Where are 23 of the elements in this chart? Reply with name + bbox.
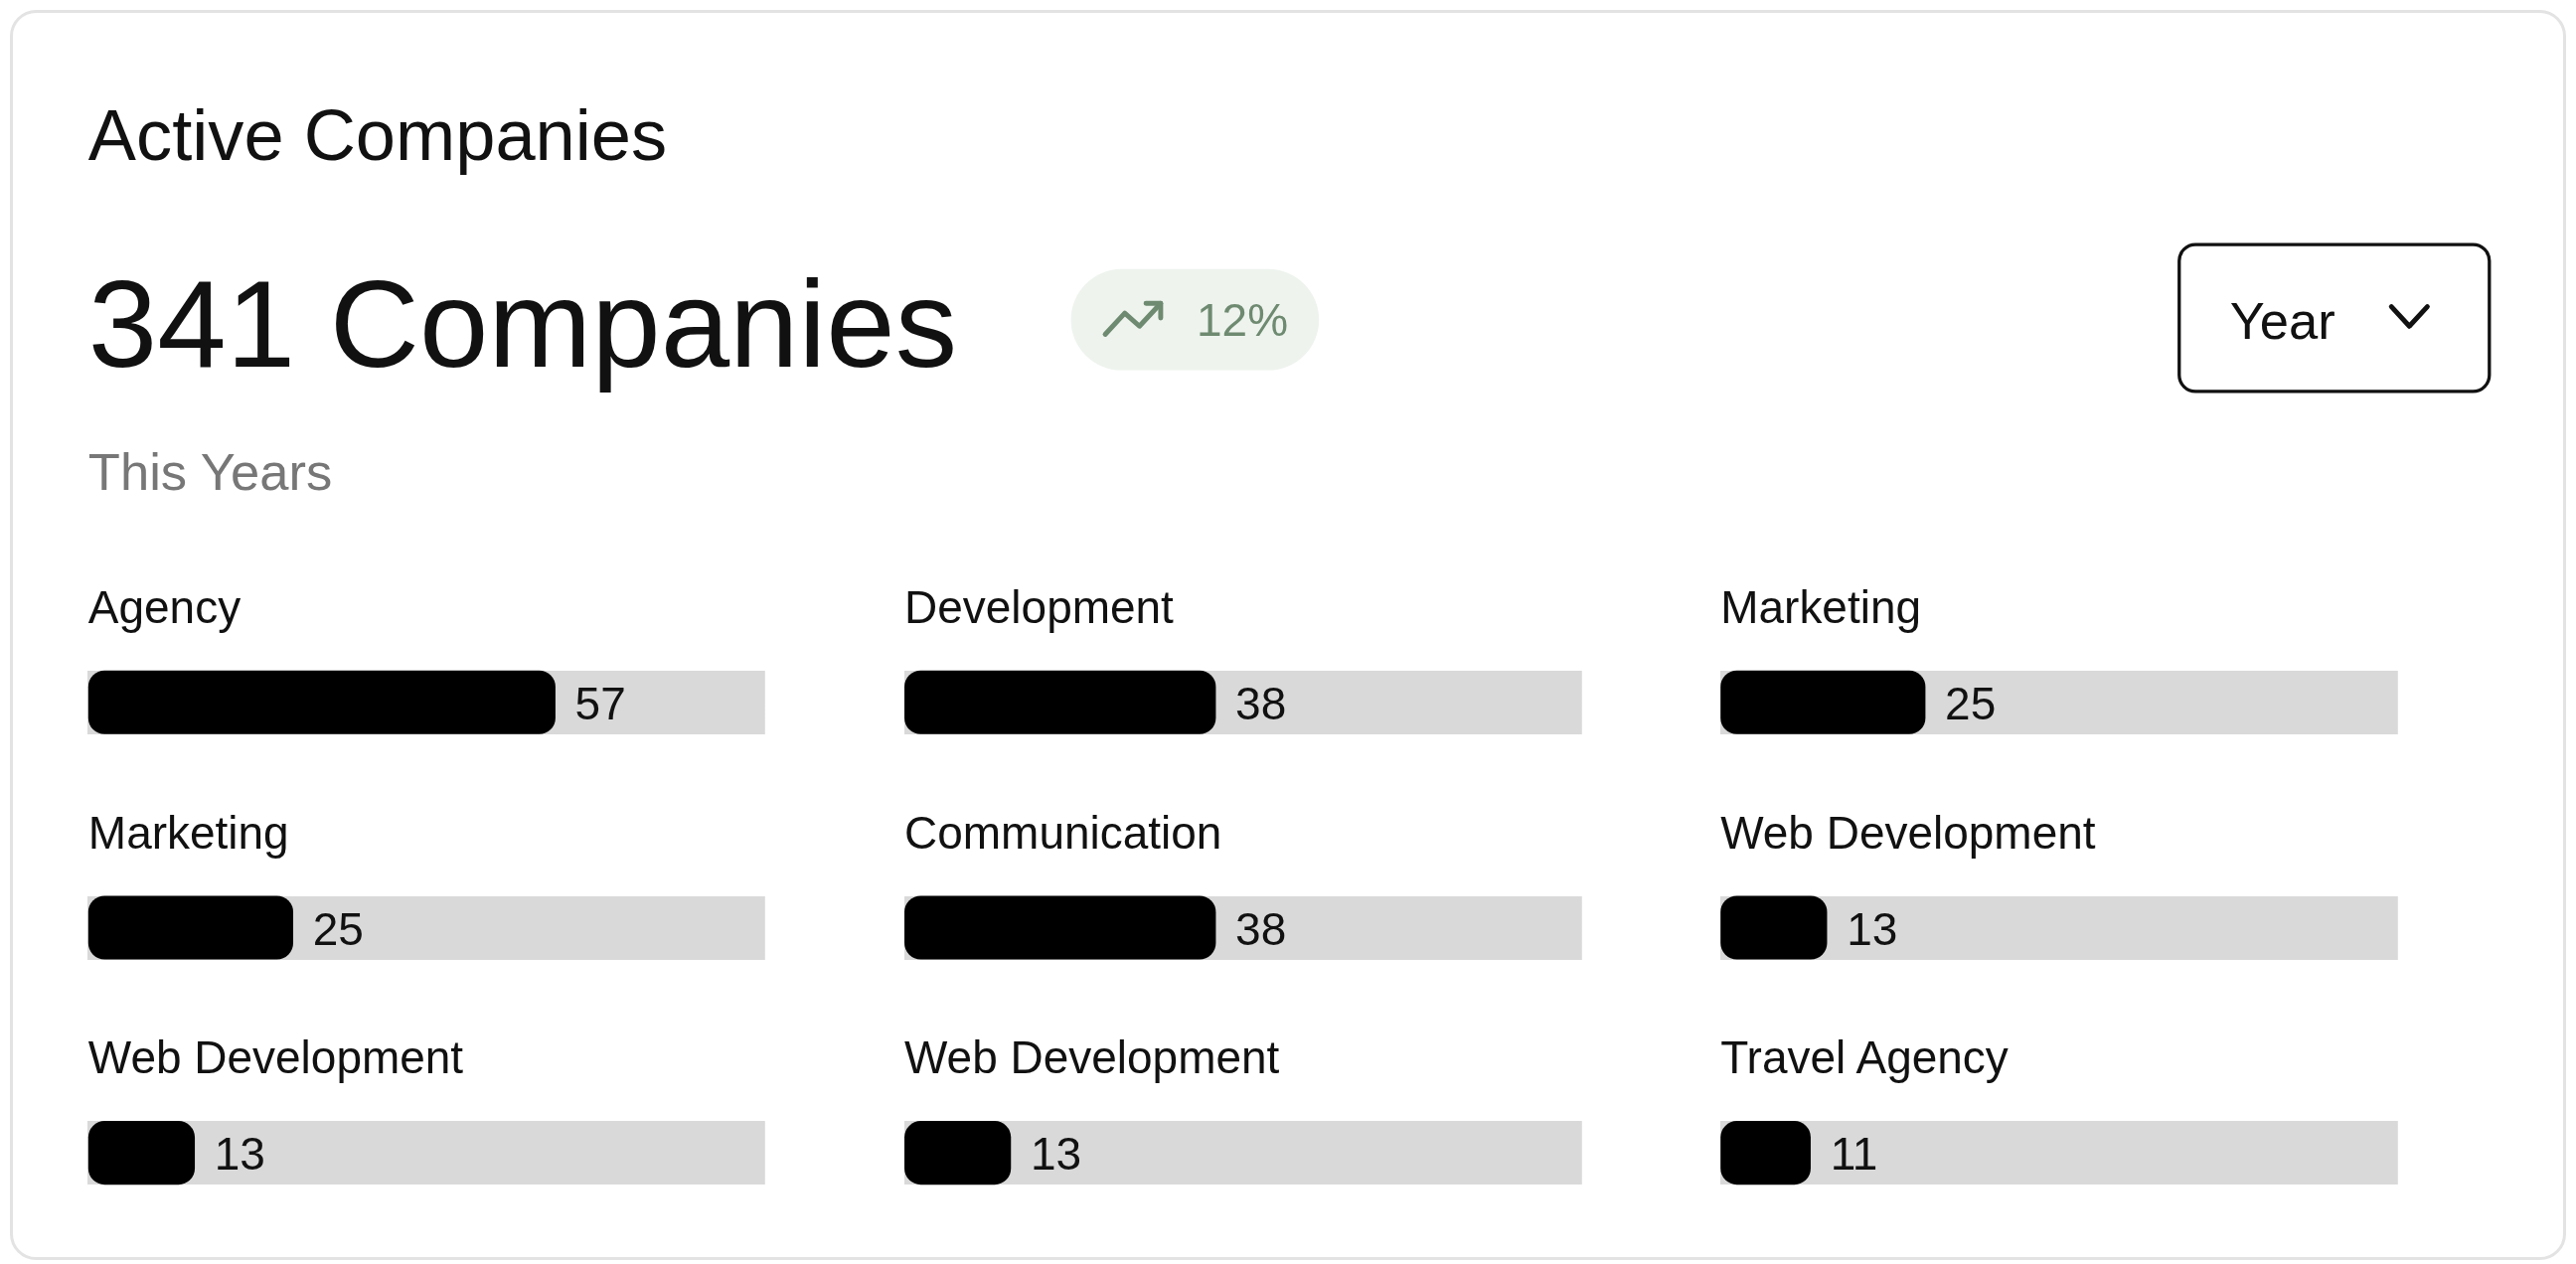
data-label: 13 (214, 1128, 265, 1181)
text: 341 Companies (87, 254, 958, 394)
y-tick-label: Web Development (87, 1031, 464, 1084)
data-label: 11 (1830, 1128, 1878, 1181)
data-label: 13 (1030, 1128, 1082, 1181)
text: Year (2229, 291, 2335, 351)
data-label: 25 (1945, 678, 1997, 730)
text: Active Companies (87, 94, 668, 175)
y-tick-label: Web Development (904, 1031, 1280, 1084)
y-tick-label: Agency (87, 581, 242, 634)
data-label: 25 (312, 902, 364, 955)
annotation: This Years (87, 441, 333, 501)
data-label: 38 (1235, 678, 1287, 730)
y-tick-label: Web Development (1720, 806, 2096, 859)
y-tick-label: Communication (904, 806, 1222, 859)
y-tick-label: Marketing (87, 806, 289, 859)
text: 12% (1197, 294, 1289, 347)
y-tick-label: Travel Agency (1720, 1031, 2009, 1084)
data-label: 57 (574, 678, 626, 730)
y-tick-label: Development (904, 581, 1175, 634)
y-tick-label: Marketing (1720, 581, 1922, 634)
data-label: 13 (1847, 902, 1898, 955)
data-label: 38 (1235, 902, 1287, 955)
